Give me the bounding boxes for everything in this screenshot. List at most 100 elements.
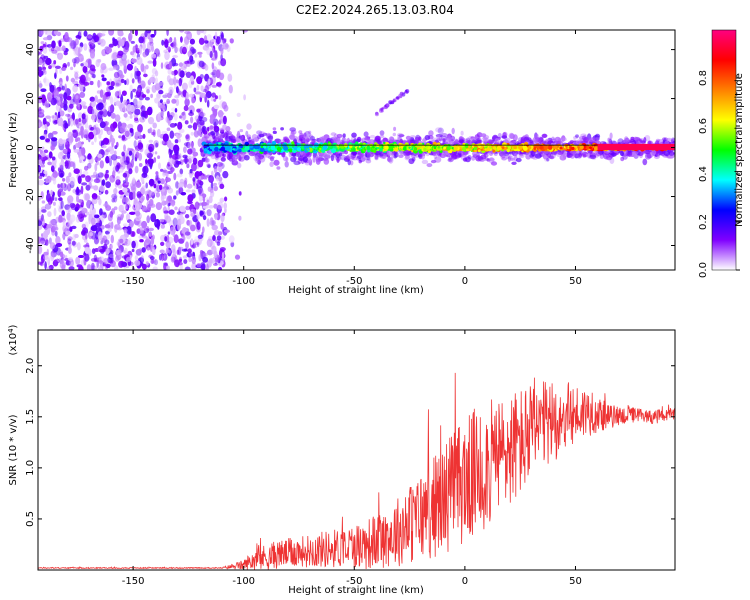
band-halo-dot — [347, 153, 354, 160]
noise-speckle — [212, 235, 216, 242]
noise-speckle — [197, 51, 203, 55]
noise-speckle — [149, 45, 154, 51]
noise-speckle — [61, 85, 65, 91]
noise-speckle — [119, 103, 125, 112]
noise-speckle — [64, 204, 70, 210]
noise-speckle — [122, 58, 127, 67]
noise-speckle — [41, 200, 46, 204]
noise-speckle — [114, 224, 121, 230]
noise-speckle — [81, 182, 88, 186]
noise-speckle — [65, 175, 70, 184]
noise-speckle — [143, 73, 148, 78]
band-halo-dot — [502, 132, 507, 139]
noise-speckle — [40, 191, 44, 199]
noise-speckle — [167, 195, 173, 202]
noise-speckle — [128, 168, 133, 175]
noise-speckle — [83, 134, 88, 139]
noise-speckle — [220, 222, 224, 230]
noise-speckle — [54, 112, 58, 116]
band-halo-dot — [237, 162, 242, 169]
noise-speckle — [188, 105, 195, 114]
noise-speckle — [58, 93, 64, 98]
noise-speckle — [87, 59, 92, 66]
band-halo-dot — [221, 154, 226, 161]
noise-speckle — [191, 255, 196, 265]
noise-speckle — [180, 192, 187, 196]
band-halo-dot — [534, 153, 542, 159]
noise-speckle — [57, 117, 64, 126]
noise-speckle — [169, 130, 175, 139]
noise-speckle — [106, 81, 110, 86]
noise-speckle — [83, 238, 88, 243]
noise-speckle — [65, 141, 70, 150]
noise-speckle — [222, 170, 229, 179]
noise-speckle — [206, 99, 210, 108]
noise-speckle — [79, 168, 83, 176]
noise-speckle — [69, 118, 73, 122]
noise-speckle — [211, 62, 215, 70]
noise-speckle — [152, 246, 156, 256]
band-halo-dot — [321, 157, 329, 161]
noise-speckle — [69, 98, 76, 106]
noise-speckle — [175, 79, 179, 84]
noise-speckle — [46, 255, 51, 263]
noise-speckle — [101, 66, 108, 74]
noise-speckle — [38, 83, 43, 88]
noise-speckle — [66, 95, 72, 101]
noise-speckle — [80, 185, 84, 195]
noise-speckle — [130, 40, 135, 44]
noise-speckle — [176, 134, 180, 140]
noise-speckle — [112, 65, 118, 70]
noise-speckle — [90, 204, 93, 212]
noise-speckle — [189, 75, 194, 82]
noise-speckle — [192, 122, 198, 131]
noise-speckle — [81, 230, 87, 236]
noise-speckle — [188, 158, 192, 164]
noise-speckle — [75, 95, 79, 100]
noise-speckle — [185, 189, 191, 193]
noise-speckle — [77, 175, 82, 184]
noise-speckle — [177, 222, 181, 231]
band-halo-dot — [228, 152, 233, 160]
noise-speckle — [80, 174, 86, 178]
noise-speckle — [71, 58, 77, 64]
noise-speckle — [206, 263, 209, 270]
noise-speckle — [222, 42, 229, 50]
noise-speckle — [175, 98, 180, 107]
noise-speckle — [46, 175, 52, 184]
noise-speckle — [131, 240, 136, 249]
band-halo-dot — [239, 135, 244, 140]
noise-speckle — [69, 103, 74, 109]
noise-speckle — [192, 151, 199, 157]
noise-speckle — [83, 43, 88, 51]
band-halo-dot — [351, 132, 357, 138]
noise-speckle — [178, 78, 182, 87]
noise-speckle — [179, 205, 186, 212]
noise-speckle — [187, 124, 193, 129]
noise-speckle — [115, 249, 122, 256]
noise-speckle — [130, 72, 133, 79]
noise-speckle — [59, 81, 63, 85]
noise-speckle — [167, 68, 172, 75]
noise-speckle — [200, 85, 204, 92]
noise-speckle — [74, 118, 79, 125]
noise-speckle — [192, 239, 199, 249]
band-halo-dot — [582, 154, 587, 158]
noise-speckle — [196, 30, 201, 36]
band-halo-dot — [363, 131, 369, 137]
noise-speckle — [42, 156, 48, 161]
noise-speckle — [129, 104, 135, 113]
noise-speckle — [67, 257, 74, 261]
noise-speckle — [118, 39, 125, 47]
noise-speckle — [159, 99, 163, 104]
noise-speckle — [42, 230, 49, 239]
noise-speckle — [163, 49, 168, 54]
noise-speckle — [115, 255, 120, 262]
noise-speckle — [80, 57, 85, 62]
noise-speckle — [191, 48, 197, 54]
noise-speckle — [83, 30, 88, 37]
noise-speckle — [194, 53, 198, 58]
noise-speckle — [49, 220, 55, 226]
noise-speckle — [102, 94, 107, 104]
